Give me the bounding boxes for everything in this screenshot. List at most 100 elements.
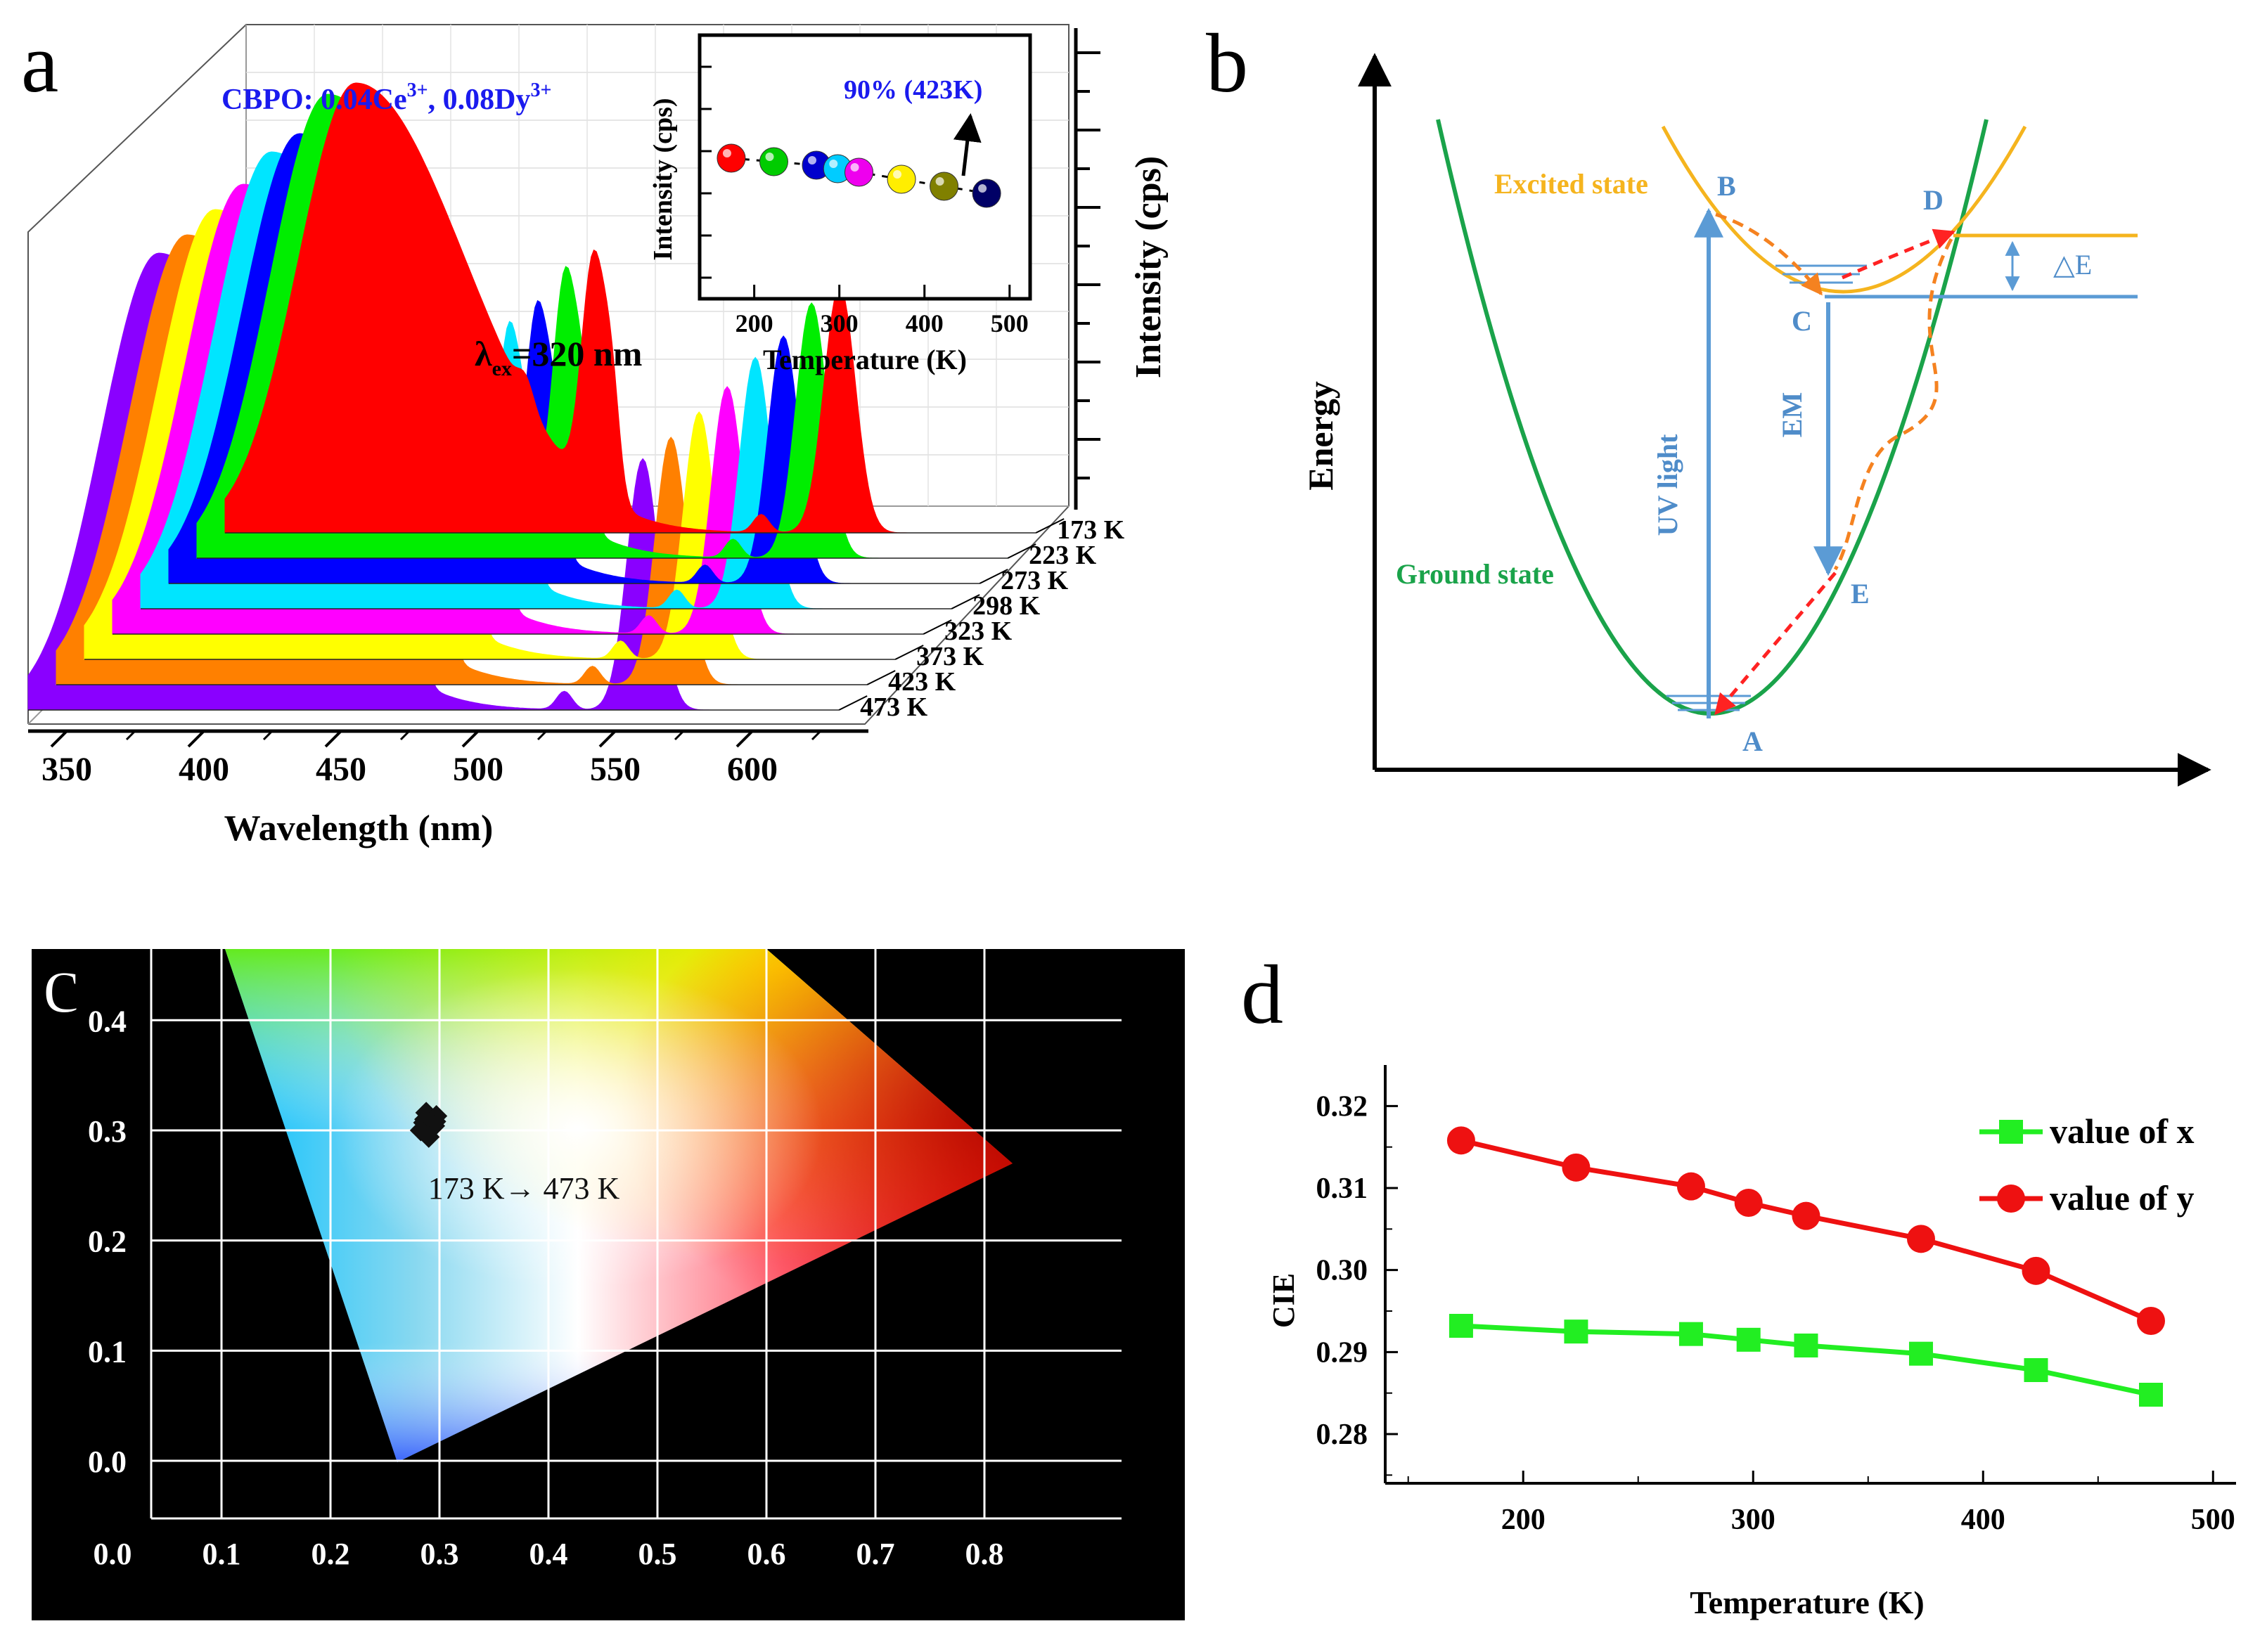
inset-point [844, 157, 874, 187]
inset-xlabel: Temperature (K) [763, 344, 967, 375]
x-tick [598, 730, 617, 748]
panel-d-xlabel: Temperature (K) [1690, 1585, 1924, 1620]
panel-c: 0.0 0.1 0.2 0.3 0.4 0.0 0.1 0.2 0.3 0.4 0.5 0.6 0.7 0… [32, 936, 1185, 1620]
temperature-tick [951, 594, 980, 609]
cie-y-tick-label: 0.1 [88, 1334, 127, 1369]
panel-d-y-tick-label: 0.30 [1316, 1255, 1368, 1287]
panel-a-xlabel: Wavelength (nm) [224, 808, 494, 848]
cie-annotation: 173 K→ 473 K [428, 1171, 620, 1206]
panel-d-y-tick-label: 0.29 [1316, 1336, 1368, 1369]
temperature-tick [979, 569, 1008, 584]
x-tick [187, 730, 205, 748]
cie-x-tick-label: 0.6 [747, 1537, 786, 1571]
excited-state-curve [1661, 125, 2027, 294]
cie-x-tick-label: 0.0 [94, 1537, 132, 1571]
temperature-tick [894, 645, 924, 660]
inset-point-highlight [765, 153, 774, 161]
panel-a: a Intensity (cps) 350 400 450 500 550 600 Wav… [21, 16, 1169, 848]
x-minor-tick [262, 730, 274, 741]
legend-label: value of y [2050, 1178, 2195, 1218]
cie-vs-temperature-series [1446, 1126, 2165, 1407]
x-minor-tick [537, 730, 548, 741]
cie-x-tick-label: 0.3 [420, 1537, 459, 1571]
x-tick-label: 350 [41, 751, 92, 788]
point-b-label: B [1717, 170, 1736, 202]
panel-d-x-tick-label: 500 [2191, 1504, 2235, 1536]
data-point-x [1449, 1314, 1473, 1338]
panel-d: d 0.28 0.29 0.30 0.31 0.32 200 300 400 500 value… [1241, 948, 2236, 1620]
ground-state-curve [1436, 119, 1989, 716]
temperature-label: 473 K [860, 692, 928, 722]
data-point-x [1564, 1319, 1588, 1344]
uv-light-label: UV light [1652, 434, 1683, 536]
inset-point-highlight [978, 184, 987, 193]
temperature-label: 273 K [1001, 566, 1069, 595]
excited-vibrational-levels [1775, 264, 1867, 284]
cie-y-tick-label: 0.3 [88, 1114, 127, 1149]
data-point-x [2139, 1383, 2163, 1407]
inset-point-highlight [850, 163, 859, 172]
temperature-label: 173 K [1057, 515, 1125, 545]
cie-x-tick-label: 0.2 [311, 1537, 350, 1571]
data-point-x [2024, 1358, 2048, 1382]
data-point-y [1792, 1201, 1820, 1230]
temperature-tick [923, 619, 952, 635]
cie-x-tick-label: 0.1 [203, 1537, 241, 1571]
crossover-path [1833, 238, 1953, 571]
panel-label-d: d [1241, 948, 1283, 1041]
panel-d-y-tick-label: 0.32 [1316, 1090, 1368, 1123]
inset-x-tick-label: 200 [736, 309, 773, 337]
inset-data-points [717, 143, 1001, 208]
temperature-label: 223 K [1029, 541, 1097, 570]
inset-x-tick-label: 400 [906, 309, 944, 337]
data-point-x [1736, 1327, 1761, 1352]
inset-point [930, 172, 959, 201]
panel-d-ylabel: CIE [1266, 1273, 1301, 1328]
panel-a-spectra [27, 82, 1036, 711]
temperature-tick [838, 695, 868, 711]
panel-b: b Energy Exci [1206, 16, 2211, 787]
thermal-c-to-d [1841, 228, 1955, 280]
point-e-label: E [1851, 578, 1870, 609]
cie-x-tick-label: 0.5 [638, 1537, 677, 1571]
cie-data-points [409, 1102, 448, 1148]
panel-a-x-axis: 350 400 450 500 550 600 [28, 729, 868, 788]
inset-point [717, 143, 746, 173]
series-line-value-of-x [1460, 1323, 2152, 1398]
panel-label-a: a [21, 16, 58, 110]
x-tick-label: 400 [179, 751, 229, 788]
x-minor-tick [125, 730, 136, 741]
em-label: EM [1776, 392, 1808, 437]
panel-a-right-axis [1074, 28, 1100, 510]
temperature-label: 373 K [916, 642, 984, 671]
temperature-label: 423 K [888, 667, 956, 697]
data-point-x [1908, 1341, 1933, 1366]
cie-y-tick-label: 0.2 [88, 1225, 127, 1259]
x-minor-tick [674, 730, 685, 741]
inset-point [759, 147, 788, 176]
cie-grid [150, 949, 1122, 1520]
point-d-label: D [1923, 184, 1944, 216]
panel-a-excitation: λex=320 nm [475, 334, 642, 380]
energy-label: Energy [1301, 381, 1340, 491]
inset-arrow [953, 113, 982, 176]
cie-x-tick-label: 0.7 [856, 1537, 895, 1571]
x-tick [736, 730, 754, 748]
data-point-y [2137, 1307, 2165, 1335]
excited-state-label: Excited state [1494, 168, 1648, 200]
inset-ylabel: Intensity (cps) [648, 98, 678, 260]
panel-d-y-tick-label: 0.28 [1316, 1419, 1368, 1451]
x-tick [461, 730, 480, 748]
cie-y-tick-label: 0.0 [88, 1445, 127, 1479]
inset-point-highlight [722, 149, 731, 157]
ground-state-label: Ground state [1396, 558, 1554, 590]
relaxation-b-to-c [1715, 212, 1823, 296]
x-tick-label: 550 [590, 751, 641, 788]
panel-label-c: c [42, 937, 79, 1031]
panel-d-x-tick-label: 300 [1731, 1504, 1775, 1536]
temperature-tick [1035, 518, 1065, 534]
temperature-label: 298 K [972, 591, 1041, 621]
x-minor-tick [399, 730, 411, 741]
panel-d-y-tick-label: 0.31 [1316, 1173, 1368, 1205]
